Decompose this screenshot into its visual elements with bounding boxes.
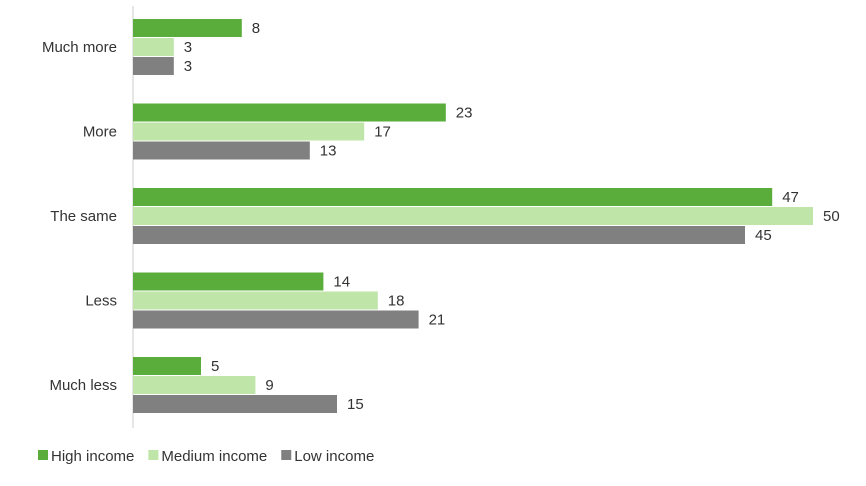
legend-label-high-income: High income (51, 448, 134, 465)
bar-high-income-much-more (133, 19, 242, 37)
data-label-medium-income-much-more: 3 (184, 39, 192, 56)
data-label-high-income-much-more: 8 (252, 20, 260, 37)
legend: High income Medium income Low income (38, 448, 374, 465)
bar-high-income-more (133, 103, 446, 122)
category-label-much-less: Much less (49, 377, 117, 394)
bar-high-income-the-same (133, 188, 773, 206)
bar-high-income-less (133, 272, 324, 291)
bar-low-income-more (133, 141, 310, 160)
data-label-low-income-much-more: 3 (184, 58, 192, 75)
bar-medium-income-less (133, 291, 378, 310)
bar-medium-income-much-less (133, 376, 256, 394)
bar-high-income-much-less (133, 357, 201, 375)
bar-medium-income-much-more (133, 38, 174, 56)
bar-low-income-the-same (133, 226, 745, 244)
legend-swatch-low-income (281, 450, 292, 460)
data-label-high-income-the-same: 47 (782, 189, 799, 206)
data-label-low-income-the-same: 45 (755, 227, 772, 244)
category-label-more: More (83, 124, 117, 141)
data-label-high-income-less: 14 (333, 274, 350, 291)
data-label-medium-income-less: 18 (388, 293, 405, 310)
category-label-less: Less (85, 293, 117, 310)
legend-swatch-medium-income (148, 450, 159, 460)
data-label-low-income-less: 21 (429, 312, 446, 329)
bar-medium-income-the-same (133, 207, 813, 225)
bars (133, 19, 813, 413)
category-label-the-same: The same (50, 208, 117, 225)
bar-medium-income-more (133, 122, 365, 141)
legend-label-medium-income: Medium income (161, 448, 267, 465)
category-labels: Much more More The same Less Much less (42, 39, 117, 394)
legend-label-low-income: Low income (294, 448, 374, 465)
data-label-medium-income-much-less: 9 (265, 377, 273, 394)
legend-swatch-high-income (38, 450, 48, 460)
category-label-much-more: Much more (42, 39, 117, 56)
bar-low-income-less (133, 310, 419, 329)
data-label-low-income-more: 13 (320, 143, 337, 160)
bar-low-income-much-less (133, 395, 337, 413)
data-labels: 8 3 3 23 17 13 47 50 45 14 18 21 5 9 15 (184, 20, 840, 413)
bar-low-income-much-more (133, 57, 174, 75)
data-label-high-income-much-less: 5 (211, 358, 219, 375)
data-label-low-income-much-less: 15 (347, 396, 364, 413)
data-label-medium-income-the-same: 50 (823, 208, 840, 225)
data-label-medium-income-more: 17 (374, 124, 391, 141)
data-label-high-income-more: 23 (456, 105, 473, 122)
